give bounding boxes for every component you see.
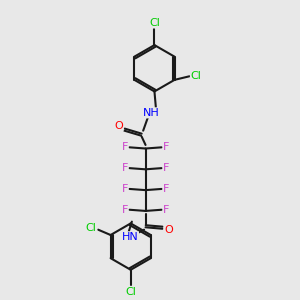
Text: NH: NH xyxy=(143,108,160,118)
Text: F: F xyxy=(122,184,128,194)
Text: Cl: Cl xyxy=(190,71,201,81)
Text: O: O xyxy=(164,225,173,235)
Text: O: O xyxy=(114,121,123,130)
Text: Cl: Cl xyxy=(125,287,136,297)
Text: F: F xyxy=(122,142,128,152)
Text: F: F xyxy=(122,205,128,215)
Text: F: F xyxy=(163,205,170,215)
Text: F: F xyxy=(122,163,128,173)
Text: Cl: Cl xyxy=(149,18,160,28)
Text: F: F xyxy=(163,142,170,152)
Text: F: F xyxy=(163,163,170,173)
Text: F: F xyxy=(163,184,170,194)
Text: HN: HN xyxy=(122,232,139,242)
Text: Cl: Cl xyxy=(86,224,97,233)
